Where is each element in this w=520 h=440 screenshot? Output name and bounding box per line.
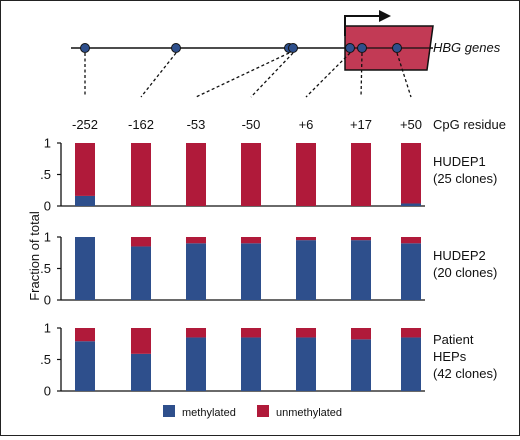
panel-label: HUDEP2 — [433, 248, 486, 263]
bar-unmethylated — [186, 237, 206, 244]
y-tick-label: 0 — [44, 384, 51, 399]
panel-label: HUDEP1 — [433, 154, 486, 169]
bar-unmethylated — [241, 143, 261, 206]
cpg-position-label: -53 — [187, 117, 206, 132]
bar-unmethylated — [401, 328, 421, 338]
legend: methylated unmethylated — [163, 405, 342, 419]
bar-unmethylated — [75, 143, 95, 196]
y-tick-label: .5 — [40, 352, 51, 367]
bar-unmethylated — [296, 143, 316, 206]
y-tick-label: .5 — [40, 261, 51, 276]
cpg-position-label: -50 — [242, 117, 261, 132]
cpg-site-dot — [392, 43, 402, 53]
cpg-connector — [250, 52, 294, 98]
cpg-site-dot — [357, 43, 367, 53]
y-tick-label: 0 — [44, 199, 51, 214]
y-tick-label: 1 — [44, 321, 51, 336]
panels: 0 .5 1 HUDEP1 (25 clones) 0 .5 1 HUDEP2 (20 clone… — [40, 136, 497, 399]
bar-unmethylated — [75, 328, 95, 342]
bar-unmethylated — [241, 328, 261, 338]
bar-methylated — [296, 337, 316, 391]
gene-map: HBG genes -252 -162 -53 -50 +6 +17 +50 CpG res… — [71, 10, 506, 132]
cpg-connector — [305, 52, 351, 98]
panel-label: (42 clones) — [433, 366, 497, 381]
bar-methylated — [75, 195, 95, 206]
cpg-axis-label: CpG residue — [433, 117, 506, 132]
cpg-connector — [396, 52, 412, 98]
bar-unmethylated — [131, 143, 151, 206]
cpg-labels: -252 -162 -53 -50 +6 +17 +50 — [72, 117, 422, 132]
bar-unmethylated — [241, 237, 261, 244]
cpg-position-label: -162 — [128, 117, 154, 132]
gene-label: HBG genes — [433, 40, 501, 55]
panel: 0 .5 1 HUDEP1 (25 clones) — [40, 136, 497, 214]
y-tick-label: .5 — [40, 167, 51, 182]
bar-methylated — [401, 337, 421, 391]
bar-unmethylated — [186, 143, 206, 206]
y-tick-label: 1 — [44, 136, 51, 151]
bar-unmethylated — [131, 237, 151, 247]
bar-unmethylated — [186, 328, 206, 338]
cpg-position-label: +50 — [400, 117, 422, 132]
legend-label-methylated: methylated — [182, 407, 236, 419]
cpg-site-dot — [80, 43, 90, 53]
cpg-sites — [80, 43, 412, 98]
bar-methylated — [401, 243, 421, 300]
panel: 0 .5 1 Patient HEPs (42 clones) — [40, 321, 497, 399]
bar-methylated — [186, 337, 206, 391]
panel-label: Patient — [433, 332, 474, 347]
y-tick-label: 0 — [44, 293, 51, 308]
bar-methylated — [75, 341, 95, 391]
bar-methylated — [351, 339, 371, 391]
cpg-position-label: +6 — [299, 117, 314, 132]
transcription-start-arrowhead — [379, 10, 391, 22]
panel-label: (25 clones) — [433, 171, 497, 186]
y-axis-label: Fraction of total — [27, 211, 42, 301]
bar-unmethylated — [131, 328, 151, 354]
cpg-position-label: +17 — [350, 117, 372, 132]
bar-methylated — [351, 240, 371, 300]
panel-label: HEPs — [433, 349, 467, 364]
bar-unmethylated — [401, 237, 421, 244]
bar-methylated — [241, 337, 261, 391]
cpg-connector — [195, 52, 290, 98]
bar-methylated — [131, 246, 151, 300]
bar-methylated — [186, 243, 206, 300]
bar-methylated — [131, 353, 151, 391]
bar-unmethylated — [296, 237, 316, 241]
cpg-site-dot — [288, 43, 298, 53]
y-tick-label: 1 — [44, 230, 51, 245]
legend-swatch-unmethylated — [257, 405, 269, 417]
legend-swatch-methylated — [163, 405, 175, 417]
bar-methylated — [241, 243, 261, 300]
cpg-site-dot — [345, 43, 355, 53]
panel-label: (20 clones) — [433, 265, 497, 280]
bar-methylated — [75, 237, 95, 300]
cpg-position-label: -252 — [72, 117, 98, 132]
bar-methylated — [401, 203, 421, 206]
bar-unmethylated — [296, 328, 316, 338]
bar-unmethylated — [401, 143, 421, 204]
bar-unmethylated — [351, 328, 371, 340]
cpg-connector — [140, 52, 177, 98]
bar-methylated — [296, 240, 316, 300]
cpg-site-dot — [171, 43, 181, 53]
panel: 0 .5 1 HUDEP2 (20 clones) — [40, 230, 497, 308]
bar-unmethylated — [351, 237, 371, 241]
cpg-connector — [360, 52, 363, 98]
legend-label-unmethylated: unmethylated — [276, 407, 342, 419]
transcription-start-arrow-line — [344, 15, 381, 36]
bar-unmethylated — [351, 143, 371, 206]
